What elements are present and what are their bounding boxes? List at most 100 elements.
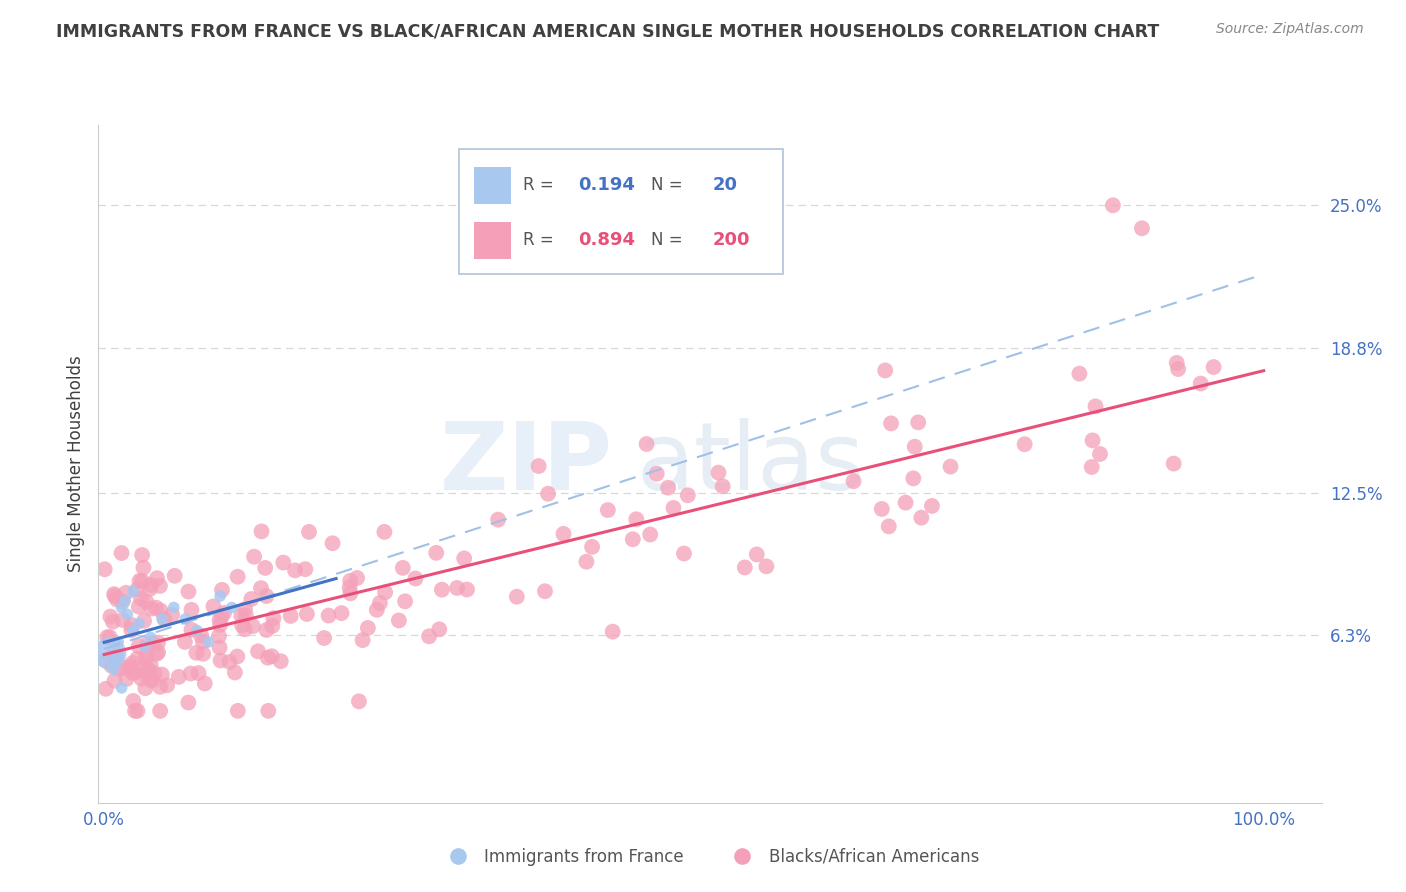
Point <box>129 591 152 606</box>
Point <box>136 637 159 651</box>
Point <box>1088 447 1111 461</box>
Point <box>135 667 157 681</box>
Point <box>662 500 685 515</box>
Point <box>160 607 183 622</box>
Point <box>131 574 153 588</box>
Point <box>527 458 550 473</box>
Text: R =: R = <box>523 231 558 250</box>
Point <box>127 582 149 597</box>
Bar <box>474 167 510 203</box>
Point <box>120 623 142 637</box>
Point <box>146 571 169 585</box>
Point <box>186 646 208 660</box>
Point <box>233 622 256 636</box>
Point <box>105 649 128 664</box>
Point <box>486 513 509 527</box>
Point <box>134 640 156 654</box>
Point <box>108 662 131 676</box>
Point <box>1163 457 1185 471</box>
Point <box>1081 434 1104 448</box>
Point <box>880 417 903 431</box>
Point <box>243 549 266 564</box>
Point <box>224 665 246 680</box>
Point <box>366 603 388 617</box>
Point <box>256 650 278 665</box>
Point <box>124 665 146 680</box>
Point <box>295 607 318 621</box>
Point <box>430 582 453 597</box>
Point <box>645 467 668 481</box>
Point <box>240 592 263 607</box>
Point <box>153 612 176 626</box>
Point <box>250 581 273 595</box>
Point <box>254 589 277 603</box>
Point <box>149 680 172 694</box>
Point <box>638 527 661 541</box>
Point <box>103 673 125 688</box>
Text: R =: R = <box>523 176 558 194</box>
Point <box>242 619 264 633</box>
Text: 0.894: 0.894 <box>578 231 636 250</box>
Point <box>347 694 370 708</box>
Point <box>298 524 321 539</box>
Point <box>1069 367 1091 381</box>
Point <box>94 653 117 667</box>
Point <box>180 666 202 681</box>
Point <box>596 503 619 517</box>
Point <box>135 595 157 609</box>
Text: Source: ZipAtlas.com: Source: ZipAtlas.com <box>1216 22 1364 37</box>
Point <box>105 592 128 607</box>
Point <box>456 582 478 597</box>
Point <box>197 635 219 649</box>
Point <box>374 585 396 599</box>
Point <box>1084 400 1107 414</box>
Point <box>221 600 243 615</box>
Bar <box>474 222 510 259</box>
Text: 0.194: 0.194 <box>578 176 634 194</box>
Point <box>330 606 353 620</box>
Point <box>314 631 336 645</box>
Point <box>114 593 136 607</box>
Point <box>280 609 302 624</box>
Point <box>150 612 173 626</box>
Point <box>1167 362 1189 376</box>
Point <box>672 547 695 561</box>
Point <box>1130 221 1153 235</box>
Point <box>602 624 624 639</box>
Point <box>139 657 162 672</box>
Point <box>121 656 143 670</box>
Point <box>193 647 215 661</box>
Point <box>180 603 202 617</box>
Point <box>256 623 278 637</box>
Point <box>621 533 644 547</box>
Point <box>131 672 153 686</box>
Point <box>537 487 560 501</box>
Point <box>103 587 125 601</box>
Point <box>117 607 139 622</box>
Point <box>132 614 155 628</box>
Point <box>128 599 150 614</box>
Point <box>1189 376 1212 391</box>
Point <box>190 629 212 643</box>
Point <box>226 704 249 718</box>
Point <box>939 459 962 474</box>
Point <box>339 586 361 600</box>
Point <box>118 659 141 673</box>
Point <box>208 640 231 655</box>
Point <box>208 617 231 632</box>
Point <box>294 562 316 576</box>
Point <box>135 652 157 666</box>
Point <box>842 474 865 488</box>
Point <box>373 524 395 539</box>
Point <box>145 600 167 615</box>
Point <box>139 582 162 596</box>
Point <box>100 609 122 624</box>
Point <box>212 606 235 620</box>
Point <box>352 633 374 648</box>
Point <box>231 608 253 623</box>
Point <box>121 665 143 680</box>
Point <box>346 571 368 585</box>
Point <box>103 663 125 677</box>
Point <box>146 645 169 659</box>
Text: IMMIGRANTS FROM FRANCE VS BLACK/AFRICAN AMERICAN SINGLE MOTHER HOUSEHOLDS CORREL: IMMIGRANTS FROM FRANCE VS BLACK/AFRICAN … <box>56 22 1160 40</box>
